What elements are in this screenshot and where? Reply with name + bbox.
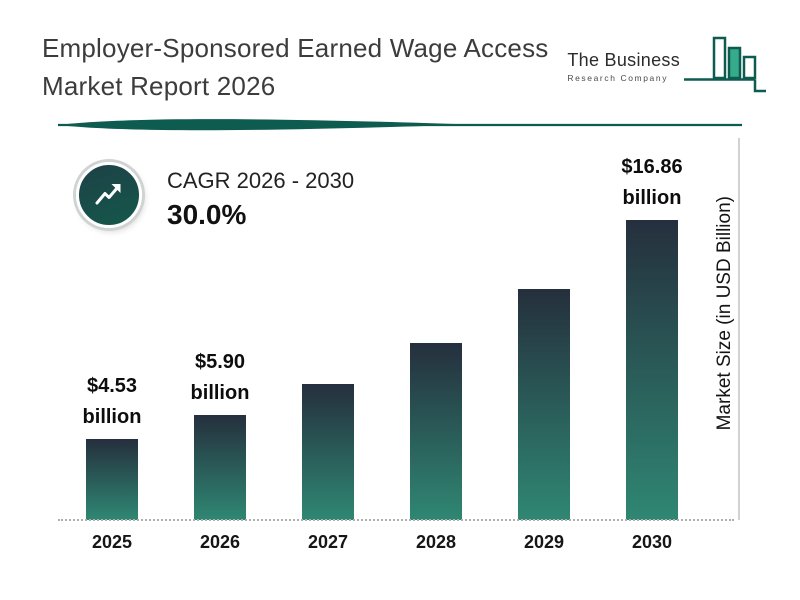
cagr-label: CAGR 2026 - 2030: [167, 168, 355, 193]
logo-subtitle: Research Company: [567, 73, 669, 83]
bar-value-label-2026: $5.90 billion: [190, 351, 250, 404]
x-axis-baseline: [58, 519, 734, 521]
bar-value-label-2030: $16.86 billion: [621, 156, 683, 209]
bar-2030: [626, 220, 678, 520]
bar-value-label-2025: $4.53 billion: [82, 375, 142, 428]
company-logo: The Business Research Company: [567, 34, 766, 96]
bar-column-2027: [274, 135, 382, 520]
bar-2029: [518, 289, 570, 520]
x-axis-labels: 2025 2026 2027 2028 2029 2030: [58, 532, 706, 553]
bar-2025: [86, 439, 138, 520]
x-axis-label-2027: 2027: [307, 532, 349, 552]
bar-column-2026: $5.90 billion: [166, 135, 274, 520]
cagr-value: 30.0%: [167, 199, 247, 230]
bar-chart: $4.53 billion $5.90 billion $16.86 billion: [58, 135, 706, 520]
logo-bars-icon: [684, 36, 766, 93]
cagr-block: CAGR 2026 - 2030 30.0%: [167, 168, 354, 231]
bar-column-2025: $4.53 billion: [58, 135, 166, 520]
x-axis-label-2026: 2026: [199, 532, 241, 552]
bar-2027: [302, 384, 354, 520]
company-logo-text: The Business Research Company: [567, 50, 680, 83]
bar-2026: [194, 415, 246, 520]
bar-column-2028: [382, 135, 490, 520]
x-axis-label-2029: 2029: [523, 532, 565, 552]
bar-2028: [410, 343, 462, 520]
bar-column-2030: $16.86 billion: [598, 135, 706, 520]
page-title-line2: Market Report 2026: [42, 70, 276, 101]
x-axis-label-2030: 2030: [631, 532, 673, 552]
divider-swoosh: [58, 119, 742, 131]
bar-column-2029: [490, 135, 598, 520]
logo-name: The Business: [567, 50, 680, 70]
x-axis-label-2025: 2025: [91, 532, 133, 552]
page-title-line1: Employer-Sponsored Earned Wage Access: [42, 33, 549, 63]
x-axis-label-2028: 2028: [415, 532, 457, 552]
y-axis-title: Market Size (in USD Billion): [714, 196, 735, 431]
page-title: Employer-Sponsored Earned Wage Access Ma…: [42, 30, 548, 105]
y-axis-line: [738, 138, 740, 520]
trend-up-icon: [76, 162, 142, 228]
